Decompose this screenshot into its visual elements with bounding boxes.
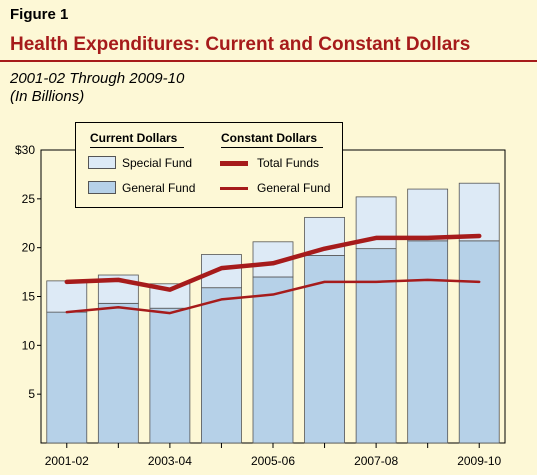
x-tick-label: 2007-08 — [354, 454, 398, 468]
line-general-fund — [65, 278, 481, 315]
legend-header-constant: Constant Dollars — [221, 131, 318, 145]
chart-subtitle: 2001-02 Through 2009-10 (In Billions) — [10, 70, 184, 106]
y-tick-label: 25 — [22, 192, 36, 206]
bar-special-fund — [407, 188, 449, 242]
y-tick-label: 15 — [22, 290, 36, 304]
chart-title: Health Expenditures: Current and Constan… — [10, 34, 471, 55]
subtitle-period: 2001-02 Through 2009-10 — [10, 70, 185, 87]
legend-swatch-general-fund-line — [220, 187, 248, 190]
y-tick-label: 20 — [22, 241, 36, 255]
line-total-funds — [64, 233, 482, 292]
legend-swatch-total-funds — [220, 161, 248, 166]
bar-general-fund — [407, 240, 449, 444]
x-tick-label: 2005-06 — [251, 454, 295, 468]
bar-general-fund — [355, 248, 397, 444]
legend-header-current-underline — [90, 147, 184, 148]
bar-general-fund — [458, 240, 500, 444]
bar-general-fund — [201, 287, 242, 444]
legend-label-total-funds: Total Funds — [257, 156, 320, 170]
x-tick-label: 2009-10 — [457, 454, 501, 468]
y-tick-label-top: $30 — [15, 143, 35, 157]
bar-general-fund — [149, 307, 191, 444]
y-tick-label: 10 — [22, 338, 36, 352]
bar-special-fund — [46, 280, 88, 313]
legend-label-general-fund-bar: General Fund — [122, 181, 196, 195]
legend-swatch-special-fund — [88, 156, 116, 169]
legend: Current Dollars Constant Dollars Special… — [75, 122, 343, 208]
title-rule — [0, 60, 537, 62]
figure-label: Figure 1 — [10, 6, 69, 23]
legend-header-current: Current Dollars — [90, 131, 178, 145]
bar-special-fund — [201, 254, 242, 289]
x-tick-label: 2001-02 — [45, 454, 89, 468]
subtitle-units: (In Billions) — [10, 88, 85, 105]
bar-general-fund — [46, 311, 88, 444]
bar-general-fund — [304, 255, 345, 444]
bar-general-fund — [252, 276, 294, 444]
legend-label-general-fund-line: General Fund — [257, 181, 331, 195]
bar-general-fund — [97, 302, 139, 444]
bar-special-fund — [458, 182, 500, 242]
x-tick-label: 2003-04 — [148, 454, 192, 468]
legend-swatch-general-fund-bar — [88, 181, 116, 194]
y-tick-label: 5 — [28, 387, 35, 401]
legend-label-special-fund: Special Fund — [122, 156, 193, 170]
legend-header-constant-underline — [221, 147, 323, 148]
